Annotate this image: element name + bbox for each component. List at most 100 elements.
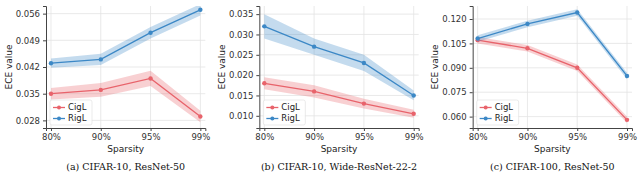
- legend-label: RigL: [495, 113, 514, 123]
- tick: 0.015: [229, 91, 259, 101]
- figure: 0.0280.0350.0420.0490.05680%90%95%99%Spa…: [0, 0, 640, 180]
- marker: [312, 89, 316, 93]
- tick: 95%: [142, 128, 161, 142]
- panel: 0.060 0.075 0.090 0.105 0.120 80% 90% 95% 99% Spa…: [430, 6, 637, 172]
- marker: [362, 101, 366, 105]
- tick: 0.105: [442, 39, 472, 49]
- axis-line: [47, 129, 206, 132]
- tick: 0.010: [229, 111, 259, 121]
- y-axis-title: ECE value: [430, 44, 440, 90]
- tick-mark: [256, 14, 259, 15]
- tick-mark: [627, 128, 628, 131]
- error-band: [51, 6, 200, 68]
- marker: [312, 44, 316, 48]
- error-band: [264, 14, 413, 100]
- tick-label: 99%: [405, 132, 424, 142]
- grid-line: [150, 6, 151, 128]
- legend-label: CigL: [68, 102, 87, 112]
- tick-label: 0.025: [229, 50, 253, 60]
- tick-label: 99%: [191, 132, 210, 142]
- x-axis-title: Sparsity: [107, 144, 144, 154]
- error-band: [51, 71, 200, 122]
- tick-mark: [470, 117, 473, 118]
- legend-marker: [484, 106, 488, 110]
- marker: [148, 30, 152, 34]
- marker: [575, 66, 579, 70]
- axis-line: [260, 129, 419, 132]
- marker: [198, 114, 202, 118]
- axis-line: [256, 7, 260, 129]
- grid-line: [200, 6, 201, 128]
- tick-label: 90%: [518, 132, 537, 142]
- tick-mark: [577, 128, 578, 131]
- tick-label: 0.049: [16, 36, 40, 46]
- tick-label: 0.060: [442, 112, 466, 122]
- tick: 0.056: [16, 9, 46, 19]
- x-axis-title: Sparsity: [534, 144, 571, 154]
- tick-label: 0.056: [16, 9, 40, 19]
- grid-line: [473, 92, 632, 93]
- y-axis-title: ECE value: [217, 44, 227, 90]
- tick-label: 99%: [618, 132, 637, 142]
- x-axis-title: Sparsity: [321, 144, 358, 154]
- tick-mark: [527, 128, 528, 131]
- tick: 90%: [305, 128, 324, 142]
- plot-area: [49, 6, 203, 122]
- tick-mark: [43, 14, 46, 15]
- marker: [262, 24, 266, 28]
- tick: 99%: [405, 128, 424, 142]
- tick-label: 95%: [568, 132, 587, 142]
- legend-label: RigL: [281, 113, 300, 123]
- tick-mark: [256, 34, 259, 35]
- tick-mark: [470, 43, 473, 44]
- tick-mark: [470, 68, 473, 69]
- grid: [259, 6, 418, 128]
- tick-mark: [256, 55, 259, 56]
- tick-label: 0.120: [442, 14, 466, 24]
- series-line: [51, 10, 200, 63]
- tick-mark: [364, 128, 365, 131]
- tick-mark: [101, 128, 102, 131]
- tick-mark: [478, 128, 479, 131]
- marker: [525, 46, 529, 50]
- marker: [362, 61, 366, 65]
- tick-label: 0.010: [229, 111, 253, 121]
- tick-label: 0.028: [16, 116, 40, 126]
- legend-marker: [57, 106, 61, 110]
- tick-mark: [51, 128, 52, 131]
- marker: [625, 74, 629, 78]
- panel: 0.0280.0350.0420.0490.05680%90%95%99%Spa…: [4, 4, 211, 172]
- tick: 0.090: [442, 63, 472, 73]
- x-axis: 80%90%95%99%: [42, 128, 210, 142]
- marker: [99, 88, 103, 92]
- plot-area: [475, 9, 629, 123]
- tick: 0.035: [16, 89, 46, 99]
- tick-label: 0.075: [442, 87, 466, 97]
- marker: [262, 81, 266, 85]
- tick-label: 90%: [92, 132, 111, 142]
- tick-label: 0.105: [442, 39, 466, 49]
- tick-label: 95%: [142, 132, 161, 142]
- tick-label: 0.035: [229, 9, 253, 19]
- marker: [198, 8, 202, 12]
- tick: 0.075: [442, 87, 472, 97]
- chart-title: (a) CIFAR-10, ResNet-50: [66, 161, 185, 172]
- tick-label: 0.035: [16, 89, 40, 99]
- series-line: [478, 13, 627, 76]
- grid: [46, 6, 205, 128]
- marker: [49, 91, 53, 95]
- tick-label: 0.030: [229, 30, 253, 40]
- tick-label: 80%: [255, 132, 274, 142]
- grid-line: [100, 6, 101, 128]
- tick: 0.049: [16, 36, 46, 46]
- tick: 0.060: [442, 112, 472, 122]
- tick-mark: [256, 116, 259, 117]
- legend: CigLRigL: [477, 100, 519, 125]
- legend-marker: [57, 117, 61, 121]
- tick-mark: [43, 94, 46, 95]
- tick-label: 80%: [469, 132, 488, 142]
- tick: 90%: [92, 128, 111, 142]
- series-line: [264, 26, 413, 95]
- marker: [475, 36, 479, 40]
- chart-title: (b) CIFAR-10, Wide-ResNet-22-2: [261, 161, 417, 172]
